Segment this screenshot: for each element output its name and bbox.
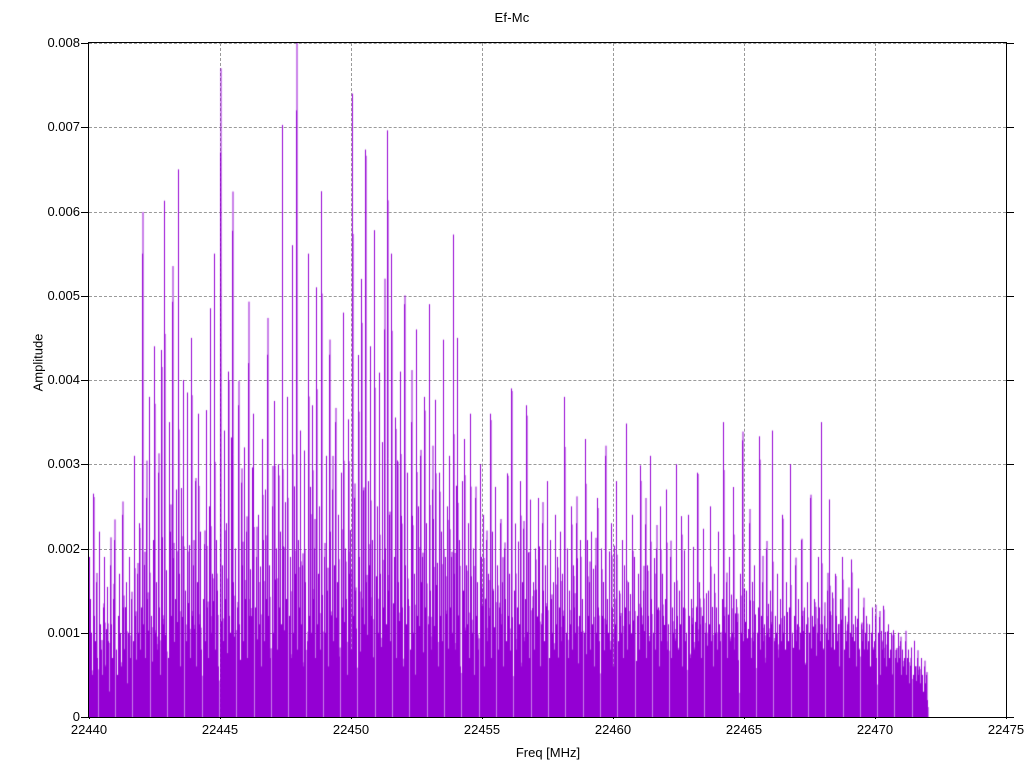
y-tick-mark	[81, 43, 89, 44]
x-tick-label: 22470	[856, 722, 894, 737]
x-tick-label: 22465	[725, 722, 763, 737]
y-tick-mark	[81, 548, 89, 550]
y-tick-mark-right	[1006, 717, 1014, 718]
y-tick-mark-right	[1006, 295, 1014, 297]
y-tick-mark-right	[1006, 211, 1014, 213]
y-axis-label: Amplitude	[30, 333, 46, 392]
plot-area	[88, 42, 1007, 718]
y-tick-mark-right	[1006, 43, 1014, 44]
data-series-canvas	[89, 43, 1006, 717]
y-tick-mark-right	[1006, 127, 1014, 129]
y-tick-label: 0.002	[47, 540, 80, 556]
y-tick-mark-right	[1006, 632, 1014, 634]
y-tick-mark	[81, 295, 89, 297]
x-axis-label: Freq [MHz]	[515, 745, 581, 760]
y-tick-label: 0.003	[47, 456, 80, 472]
y-tick-mark-right	[1006, 548, 1014, 550]
y-tick-label: 0	[72, 709, 80, 724]
x-tick-label: 22460	[594, 722, 632, 737]
chart-title: Ef-Mc	[494, 10, 530, 25]
x-tick-label: 22445	[201, 722, 239, 737]
y-tick-label: 0.006	[47, 203, 80, 219]
x-tick-label: 22440	[70, 722, 108, 737]
y-tick-label: 0.001	[47, 624, 80, 640]
y-tick-mark	[81, 127, 89, 129]
y-tick-mark	[81, 717, 89, 718]
y-tick-label: 0.007	[47, 119, 80, 135]
y-tick-mark	[81, 211, 89, 213]
y-tick-mark-right	[1006, 464, 1014, 466]
y-tick-mark	[81, 464, 89, 466]
y-tick-label: 0.008	[47, 35, 80, 50]
x-tick-label: 22475	[987, 722, 1024, 737]
y-tick-mark-right	[1006, 380, 1014, 381]
x-tick-label: 22450	[332, 722, 370, 737]
x-tick-label: 22455	[463, 722, 501, 737]
y-tick-label: 0.005	[47, 287, 80, 303]
y-tick-mark	[81, 380, 89, 381]
y-tick-mark	[81, 632, 89, 634]
y-tick-label: 0.004	[47, 372, 80, 387]
